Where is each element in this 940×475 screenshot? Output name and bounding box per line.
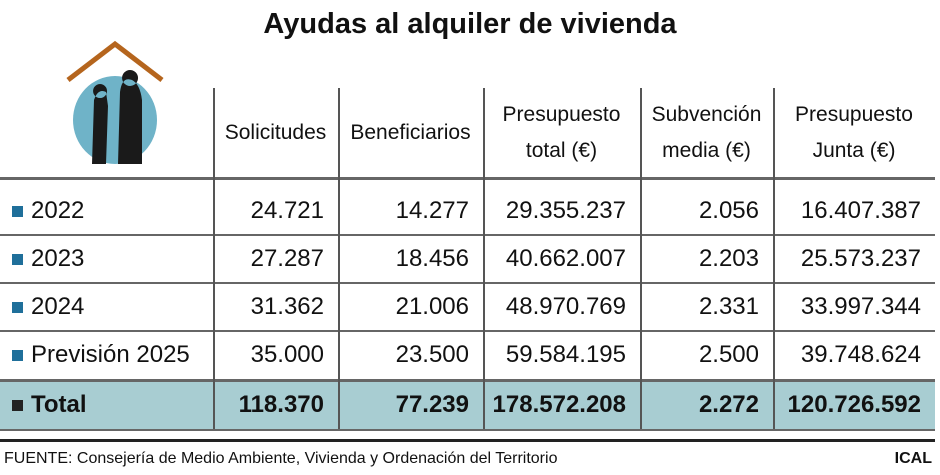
column-header: Subvención media (€) bbox=[651, 103, 762, 162]
cell: 77.239 bbox=[395, 391, 469, 418]
cell: 24.721 bbox=[250, 197, 324, 224]
cell: 18.456 bbox=[395, 245, 469, 272]
cell: 59.584.195 bbox=[505, 341, 626, 368]
cell: 118.370 bbox=[238, 391, 324, 418]
label-text: 2023 bbox=[31, 245, 85, 272]
column-rule bbox=[338, 88, 340, 429]
credit: ICAL bbox=[894, 450, 932, 467]
bullet bbox=[12, 349, 23, 361]
cell: 120.726.592 bbox=[787, 391, 921, 418]
row-label: 2023 bbox=[0, 236, 213, 282]
cell: 178.572.208 bbox=[492, 391, 626, 418]
cell: 39.748.624 bbox=[800, 341, 921, 368]
cell: 21.006 bbox=[395, 293, 469, 320]
bullet bbox=[12, 253, 23, 265]
row-rule bbox=[0, 282, 935, 284]
column-header: Presupuesto total (€) bbox=[502, 103, 621, 162]
cell: 2.056 bbox=[698, 197, 759, 224]
cell: 2.500 bbox=[698, 341, 759, 368]
silhouettes bbox=[92, 70, 142, 164]
title: Ayudas al alquiler de vivienda bbox=[263, 8, 677, 40]
cell: 23.500 bbox=[395, 341, 469, 368]
cell: 29.355.237 bbox=[505, 197, 626, 224]
column-rule bbox=[773, 88, 775, 429]
cell: 2.331 bbox=[698, 293, 759, 320]
header-rule bbox=[0, 177, 935, 180]
bullet bbox=[12, 205, 23, 217]
label-text: 2022 bbox=[31, 197, 85, 224]
cell: 14.277 bbox=[395, 197, 469, 224]
cell: 31.362 bbox=[250, 293, 324, 320]
row-rule bbox=[0, 330, 935, 332]
total-label: Total bbox=[0, 382, 213, 428]
source: FUENTE: Consejería de Medio Ambiente, Vi… bbox=[4, 450, 558, 467]
bottom-rule bbox=[0, 439, 935, 442]
cell: 25.573.237 bbox=[800, 245, 921, 272]
column-header: Presupuesto Junta (€) bbox=[795, 103, 913, 162]
column-header: Beneficiarios bbox=[350, 121, 471, 144]
circle bbox=[73, 76, 157, 164]
cell: 16.407.387 bbox=[800, 197, 921, 224]
cell: 33.997.344 bbox=[800, 293, 921, 320]
label-text: Total bbox=[31, 391, 87, 418]
cell: 35.000 bbox=[250, 341, 324, 368]
total-rule bbox=[0, 379, 935, 382]
column-header: Solicitudes bbox=[224, 121, 327, 144]
cell: 27.287 bbox=[250, 245, 324, 272]
total-band bbox=[0, 382, 935, 429]
label-text: Previsión 2025 bbox=[31, 341, 190, 368]
row-label: 2022 bbox=[0, 188, 213, 234]
column-rule bbox=[640, 88, 642, 429]
total-bottom-rule bbox=[0, 429, 935, 431]
row-label: Previsión 2025 bbox=[0, 332, 213, 378]
cell: 2.272 bbox=[698, 391, 759, 418]
row-label: 2024 bbox=[0, 284, 213, 330]
cell: 2.203 bbox=[698, 245, 759, 272]
roof bbox=[66, 40, 164, 82]
bullet bbox=[12, 399, 23, 411]
cell: 48.970.769 bbox=[505, 293, 626, 320]
bullet bbox=[12, 301, 23, 313]
column-rule bbox=[483, 88, 485, 429]
column-rule bbox=[213, 88, 215, 429]
row-rule bbox=[0, 234, 935, 236]
house-icon bbox=[66, 40, 164, 164]
cell: 40.662.007 bbox=[505, 245, 626, 272]
label-text: 2024 bbox=[31, 293, 85, 320]
